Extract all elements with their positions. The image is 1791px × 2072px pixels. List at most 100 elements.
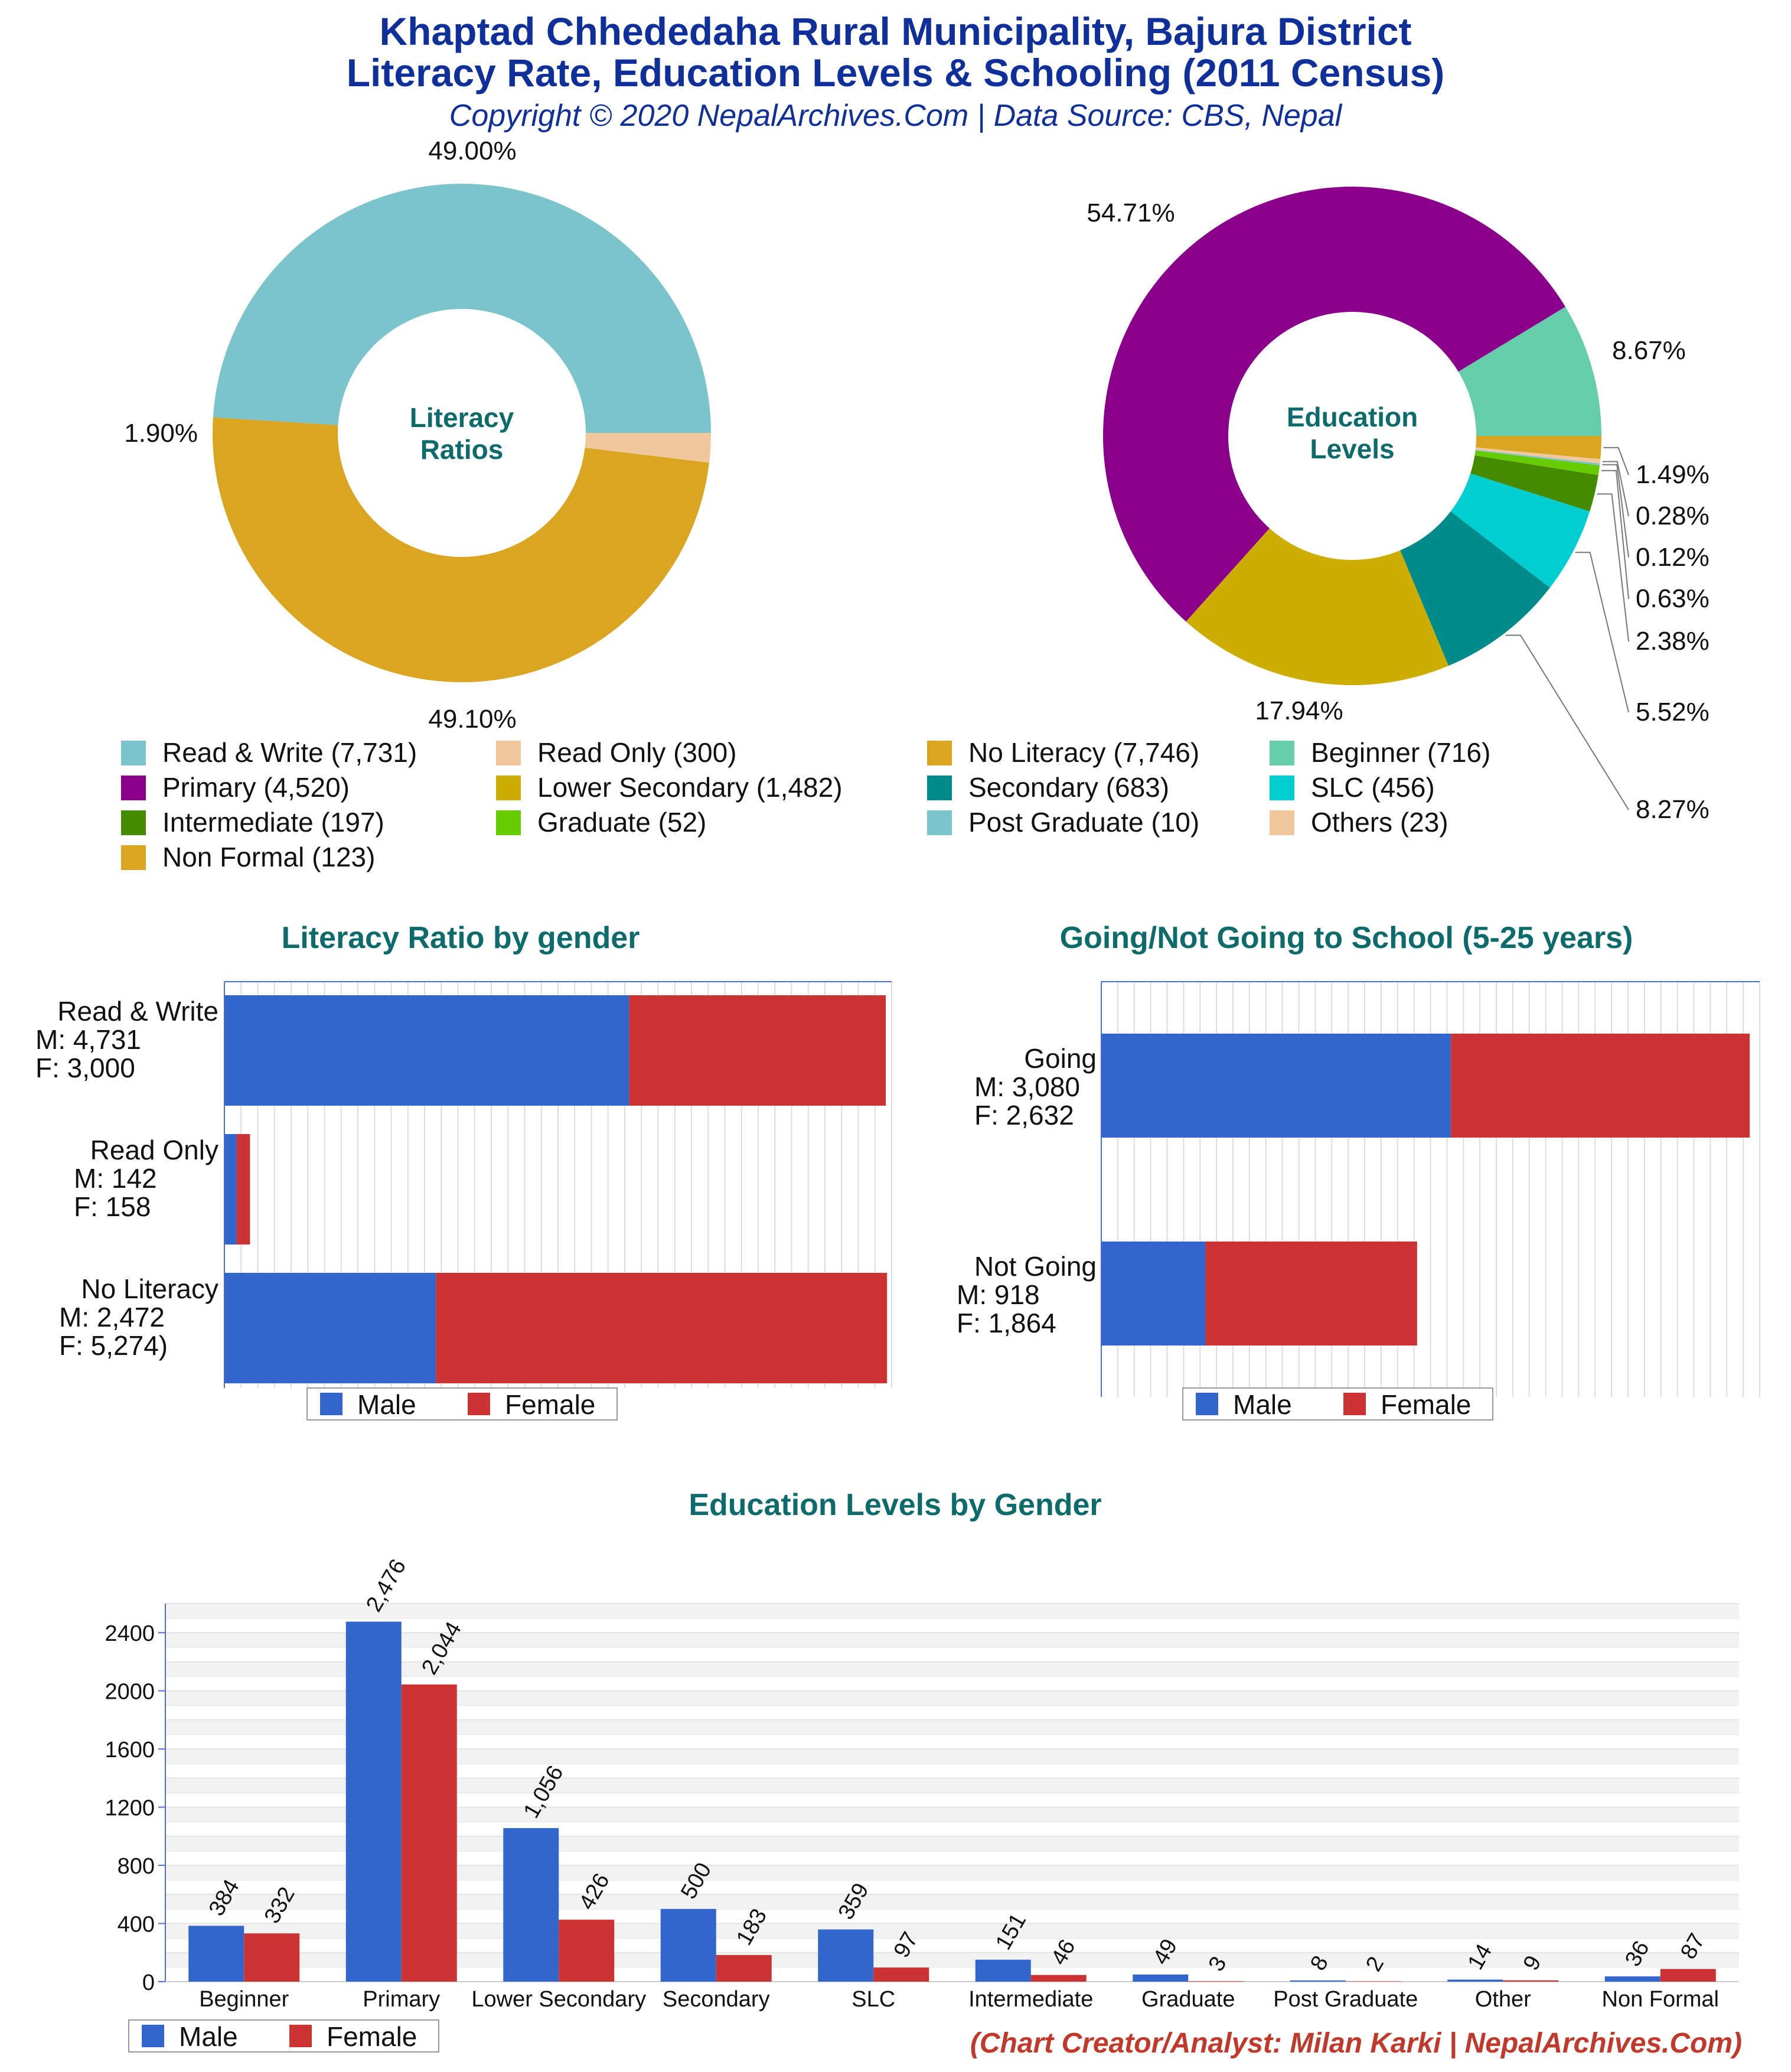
legend-label: Graduate (52) (537, 807, 706, 838)
education-leader-line (1603, 447, 1629, 475)
legend-label: Post Graduate (10) (968, 807, 1199, 838)
male-bar (224, 1273, 436, 1383)
bar-legend-box (1182, 1387, 1493, 1421)
category-label: M: 2,472 (59, 1302, 165, 1333)
legend-swatch (1270, 810, 1294, 835)
male-bar (1604, 1976, 1660, 1982)
category-label: M: 142 (74, 1163, 157, 1194)
category-label: F: 3,000 (35, 1053, 135, 1083)
female-bar (1503, 1980, 1559, 1982)
education-slice-label: 0.12% (1636, 543, 1710, 572)
bar-value-label: 359 (834, 1879, 874, 1924)
bar-legend-box (128, 2019, 439, 2053)
education-slice (1474, 450, 1600, 475)
x-tick-label: Graduate (1141, 1987, 1235, 2012)
y-tick-label: 1600 (105, 1738, 155, 1762)
category-label: F: 158 (74, 1191, 151, 1222)
y-tick-label: 2000 (105, 1680, 155, 1705)
y-tick-label: 400 (118, 1913, 155, 1937)
education-slice (1475, 449, 1600, 465)
legend-swatch (1270, 741, 1294, 765)
male-bar (1447, 1979, 1503, 1982)
legend-swatch-female (1343, 1393, 1366, 1415)
legend-label: Beginner (716) (1311, 737, 1490, 768)
male-bar (188, 1926, 244, 1982)
legend-label: Intermediate (197) (162, 807, 384, 838)
bar-value-label: 151 (991, 1909, 1031, 1954)
legend-swatch-female (289, 2025, 312, 2047)
education-leader-line (1602, 461, 1629, 517)
literacy-slice (212, 417, 709, 683)
grid-band (165, 1604, 1739, 1618)
page-subtitle: Copyright © 2020 NepalArchives.Com | Dat… (449, 99, 1342, 133)
female-bar (1660, 1969, 1716, 1982)
legend-label: No Literacy (7,746) (968, 737, 1199, 768)
male-bar (1290, 1980, 1346, 1982)
bar-chart-title: Education Levels by Gender (689, 1488, 1101, 1522)
x-tick-label: SLC (852, 1987, 895, 2012)
y-tick-label: 0 (142, 1970, 155, 1995)
literacy-slice-label: 49.10% (428, 705, 516, 734)
education-leader-line (1602, 464, 1629, 558)
bar-value-label: 332 (260, 1883, 300, 1928)
grid-band (165, 1661, 1739, 1677)
bar-legend-box (306, 1387, 618, 1421)
male-bar (224, 995, 629, 1106)
education-leader-line (1575, 552, 1629, 713)
education-slice (1400, 511, 1550, 666)
education-slice (1476, 436, 1601, 460)
male-bar (503, 1828, 559, 1982)
category-label: Going (1024, 1043, 1097, 1074)
x-tick-label: Other (1475, 1987, 1531, 2012)
legend-label: Lower Secondary (1,482) (537, 772, 843, 803)
bar-value-label: 14 (1463, 1940, 1498, 1974)
legend-swatch (927, 810, 952, 835)
x-tick-label: Lower Secondary (471, 1987, 646, 2012)
female-bar (244, 1933, 300, 1982)
education-slice (1458, 307, 1601, 436)
education-slice (1450, 473, 1590, 588)
male-bar (818, 1929, 874, 1982)
legend-label: Others (23) (1311, 807, 1449, 838)
literacy-slice (585, 433, 711, 463)
donut-legend: Read & Write (7,731) Read Only (300) No Li… (121, 737, 1490, 872)
legend-label: Secondary (683) (968, 772, 1169, 803)
education-slice-label: 8.67% (1612, 336, 1686, 365)
legend-swatch (496, 776, 521, 800)
female-bar (873, 1967, 929, 1982)
education-slice (1186, 528, 1449, 685)
page-title-line2: Literacy Rate, Education Levels & School… (346, 51, 1445, 95)
legend-swatch (121, 845, 146, 870)
category-label: F: 2,632 (974, 1100, 1074, 1131)
literacy-slice (213, 183, 712, 433)
male-bar (345, 1621, 402, 1982)
education-gender-bar-chart: Education Levels by Gender 0 400 800 1200 160… (105, 1488, 1739, 2053)
category-label: No Literacy (81, 1273, 218, 1304)
education-slice (1475, 447, 1601, 464)
legend-label-female: Female (505, 1389, 595, 1420)
legend-swatch-male (320, 1393, 342, 1415)
education-center-label: Education (1287, 402, 1418, 432)
x-tick-label: Beginner (199, 1987, 289, 2012)
male-bar (1133, 1974, 1189, 1982)
x-tick-label: Non Formal (1602, 1987, 1720, 2012)
legend-label-female: Female (327, 2021, 417, 2052)
education-donut-chart: 8.67% 1.49% 0.28% 0.12% 0.63% 2.38% 5.52% 8.27%… (1087, 187, 1710, 824)
male-bar (1101, 1034, 1451, 1138)
literacy-slice-label: 49.00% (428, 136, 516, 165)
x-tick-label: Secondary (663, 1987, 770, 2012)
category-label: M: 918 (957, 1279, 1040, 1310)
education-slice-label: 5.52% (1636, 698, 1710, 726)
education-slice (1470, 455, 1598, 512)
bar-value-label: 384 (204, 1875, 244, 1920)
legend-swatch-male (1196, 1393, 1218, 1415)
legend-label-male: Male (1233, 1389, 1292, 1420)
header: Khaptad Chhededaha Rural Municipality, B… (0, 11, 1791, 135)
legend-label: Non Formal (123) (162, 842, 375, 872)
education-slice-label: 17.94% (1255, 696, 1343, 725)
education-slice-label: 8.27% (1636, 795, 1710, 824)
category-label: Read Only (90, 1135, 218, 1165)
school-going-bar-chart: Going/Not Going to School (5-25 years) Go… (957, 921, 1760, 1421)
